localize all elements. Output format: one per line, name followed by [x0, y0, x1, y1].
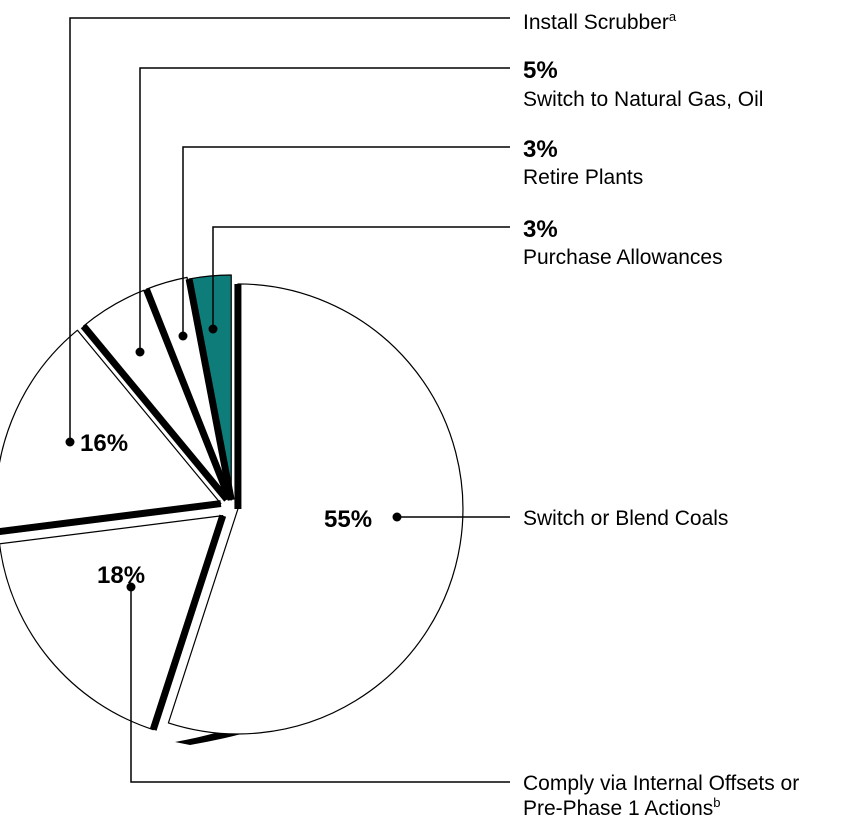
- leader-retire: [182, 146, 510, 336]
- dot-retire: [178, 331, 188, 341]
- label-offsets-sup: b: [713, 795, 720, 810]
- label-scrubber: Install Scrubbera: [523, 9, 677, 34]
- label-allow-pct: 3%: [523, 216, 558, 243]
- dot-offsets: [126, 582, 136, 592]
- dot-coal: [392, 512, 402, 522]
- label-retire: Retire Plants: [523, 166, 643, 189]
- label-scrubber-sup: a: [669, 9, 677, 24]
- label-scrubber-pct: 16%: [80, 430, 128, 457]
- slice-edge: [80, 323, 230, 502]
- label-offsets-pct: 18%: [97, 562, 145, 589]
- slice-edge: [185, 278, 235, 501]
- label-allow: Purchase Allowances: [523, 246, 723, 269]
- leader-dots: [65, 324, 402, 592]
- label-offsets-line2: Pre-Phase 1 Actionsb: [523, 795, 721, 819]
- label-retire-pct: 3%: [523, 136, 558, 163]
- leader-offsets: [130, 587, 510, 783]
- slice-scrubber: [0, 329, 222, 533]
- slice-edge: [143, 287, 233, 500]
- label-gas: Switch to Natural Gas, Oil: [523, 88, 763, 111]
- slice-edge: [149, 514, 227, 731]
- label-coal: Switch or Blend Coals: [523, 507, 728, 530]
- slice-edge: [0, 500, 222, 536]
- label-offsets-line1: Comply via Internal Offsets or: [523, 772, 799, 795]
- dot-gas: [135, 347, 145, 357]
- leader-scrubber: [69, 17, 510, 442]
- leader-lines: [69, 17, 510, 783]
- slice-coal: [167, 283, 464, 735]
- leader-allowances: [212, 226, 510, 329]
- label-coal-pct: 55%: [324, 506, 372, 533]
- dot-allowances: [208, 324, 218, 334]
- label-gas-pct: 5%: [523, 57, 558, 84]
- dot-scrubber: [65, 437, 75, 447]
- leader-gas: [139, 67, 510, 352]
